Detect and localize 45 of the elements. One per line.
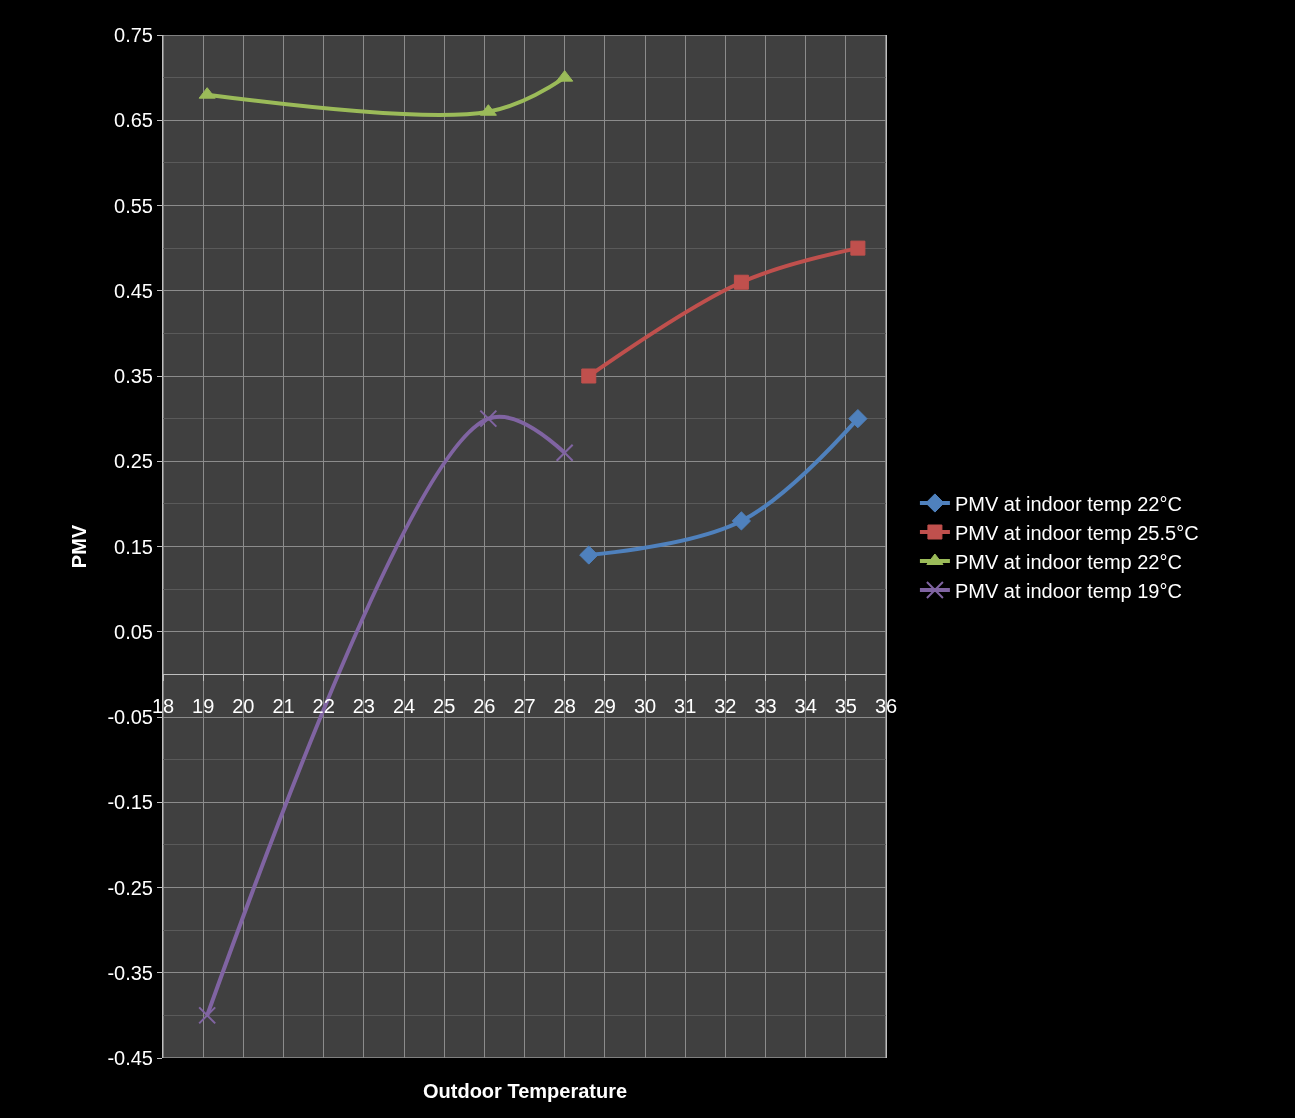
x-tick-label: 23 [352,695,375,718]
x-tick-label: 35 [834,695,857,718]
x-tick-label: 31 [674,695,697,718]
point [848,409,868,429]
point [733,274,749,290]
x-tick-label: 32 [714,695,737,718]
point [579,545,599,565]
y-tick-label: -0.35 [107,961,153,984]
x-tick-label: 26 [473,695,496,718]
x-tick-label: 33 [754,695,777,718]
point [479,409,498,428]
point [198,1006,217,1025]
x-tick-label: 30 [633,695,657,718]
x-tick-label: 24 [392,695,416,718]
point [731,511,751,531]
y-tick-label: 0.45 [114,279,153,302]
x-tick-label: 25 [433,695,456,718]
y-tick-label: 0.35 [114,365,153,387]
y-tick-label: 0.65 [114,109,153,132]
y-tick-label: -0.15 [107,791,153,814]
x-tick-label: 22 [312,695,335,718]
point [555,443,574,462]
y-tick-label: 0.55 [114,194,153,217]
y-tick-label: -0.45 [107,1047,153,1069]
y-tick-label: 0.75 [114,24,153,46]
x-tick-label: 19 [192,695,215,718]
legend-label: PMV at indoor temp 22°C [954,550,1182,573]
y-tick-label: -0.25 [107,876,153,899]
y-tick-label: 0.15 [114,535,153,558]
y-tick-label: 0.25 [114,450,153,473]
x-tick-label: 29 [593,695,616,718]
legend-label: PMV at indoor temp 25.5°C [954,521,1199,544]
y-tick-label: -0.05 [107,706,153,728]
y-tick-label: 0.05 [114,620,153,643]
x-tick-label: 21 [272,695,295,718]
x-tick-label: 28 [553,695,576,718]
x-tick-label: 20 [232,695,255,718]
point [850,240,866,256]
point [581,368,597,384]
x-tick-label: 34 [794,695,817,718]
x-axis-title: Outdoor Temperature [423,1080,628,1102]
x-tick-label: 27 [513,695,536,718]
legend-label: PMV at indoor temp 22°C [954,492,1182,515]
y-axis-title: PMV [67,524,90,569]
legend-label: PMV at indoor temp 19°C [954,579,1182,602]
